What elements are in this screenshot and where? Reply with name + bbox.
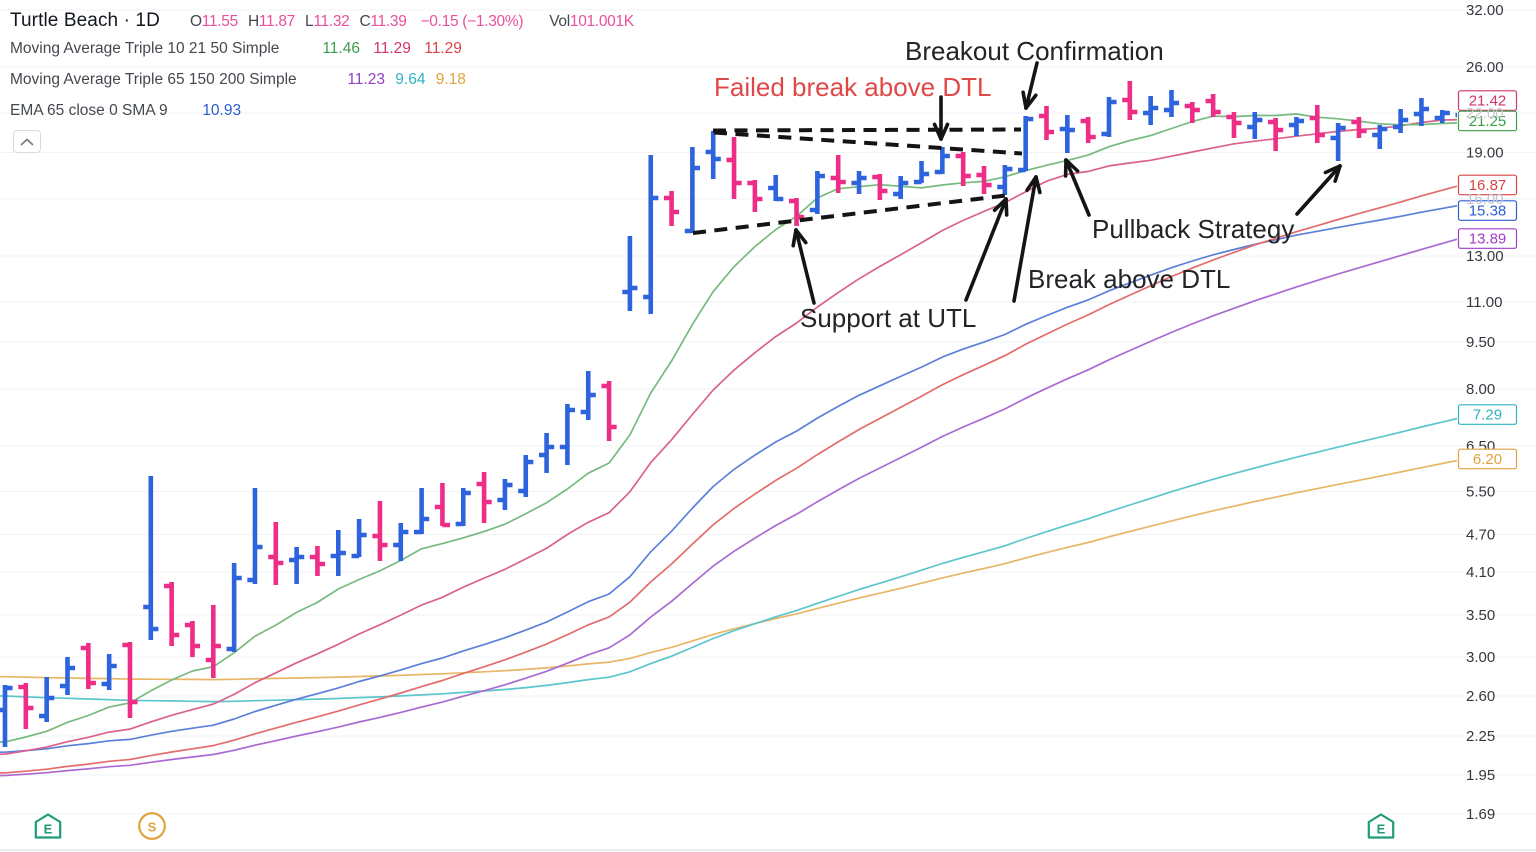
svg-text:13.00: 13.00 (1466, 248, 1504, 265)
svg-text:2.60: 2.60 (1466, 688, 1495, 705)
svg-text:S: S (148, 820, 157, 835)
svg-text:3.00: 3.00 (1466, 649, 1495, 666)
svg-text:22.00: 22.00 (1466, 105, 1504, 122)
svg-text:11.00: 11.00 (1466, 294, 1502, 311)
svg-text:E: E (44, 822, 53, 837)
svg-text:9.50: 9.50 (1466, 334, 1495, 351)
svg-text:1.69: 1.69 (1466, 806, 1495, 823)
svg-text:3.50: 3.50 (1466, 607, 1495, 624)
svg-text:2.25: 2.25 (1466, 728, 1495, 745)
svg-text:Failed break above DTL: Failed break above DTL (714, 72, 991, 102)
svg-text:E: E (1377, 822, 1386, 837)
svg-text:32.00: 32.00 (1466, 2, 1504, 19)
svg-text:15.38: 15.38 (1469, 203, 1507, 220)
svg-text:8.00: 8.00 (1466, 381, 1495, 398)
svg-text:5.50: 5.50 (1466, 484, 1495, 501)
svg-text:21.42: 21.42 (1469, 93, 1507, 110)
svg-text:16.00: 16.00 (1466, 191, 1504, 208)
svg-text:6.20: 6.20 (1473, 451, 1502, 468)
svg-text:Support at UTL: Support at UTL (800, 303, 976, 333)
svg-text:4.10: 4.10 (1466, 564, 1495, 581)
svg-text:1.95: 1.95 (1466, 767, 1495, 784)
svg-text:16.87: 16.87 (1469, 177, 1507, 194)
svg-text:Pullback Strategy: Pullback Strategy (1092, 214, 1294, 244)
svg-text:13.89: 13.89 (1469, 231, 1507, 248)
svg-text:19.00: 19.00 (1466, 145, 1504, 162)
svg-text:26.00: 26.00 (1466, 59, 1504, 76)
svg-text:21.25: 21.25 (1469, 113, 1507, 130)
svg-text:4.70: 4.70 (1466, 527, 1495, 544)
svg-text:7.29: 7.29 (1473, 407, 1502, 424)
svg-text:Breakout Confirmation: Breakout Confirmation (905, 36, 1164, 66)
svg-text:Break above DTL: Break above DTL (1028, 264, 1230, 294)
